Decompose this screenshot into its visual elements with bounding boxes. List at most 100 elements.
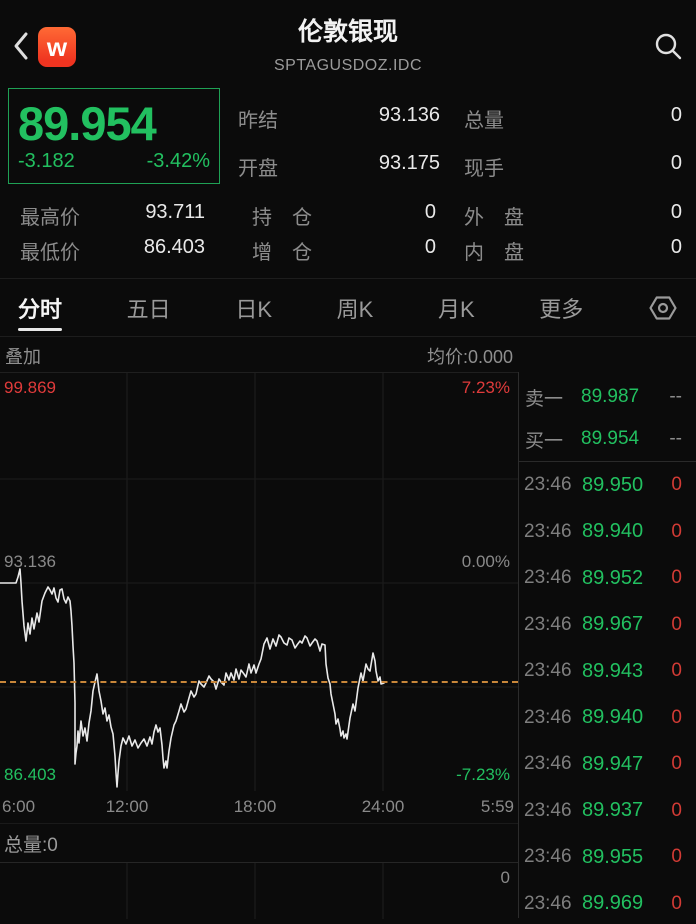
trade-volume: 0 <box>671 613 682 635</box>
trade-tick-row: 23:46 89.940 0 <box>519 695 696 742</box>
open-value: 93.175 <box>378 152 440 174</box>
trade-volume: 0 <box>671 753 682 775</box>
bid-label: 买一 <box>525 430 564 452</box>
oi-change-value: 0 <box>424 236 436 258</box>
trade-time: 23:46 <box>524 706 572 728</box>
yaxis-top-pct: 7.23% <box>461 378 510 397</box>
tab-intraday[interactable]: 分时 <box>18 279 62 336</box>
trade-price: 89.940 <box>582 520 644 543</box>
price-change: -3.182 <box>18 150 75 173</box>
prev-settle-label: 昨结 <box>238 110 278 132</box>
low-label: 最低价 <box>20 242 80 264</box>
wind-app-logo[interactable]: w <box>38 27 76 67</box>
total-volume-value: 0 <box>670 104 682 126</box>
chart-gridlines <box>0 373 518 791</box>
bid-row: 买一 89.954 -- <box>519 418 696 460</box>
outer-disc-label: 外 盘 <box>464 207 524 229</box>
trade-volume: 0 <box>671 706 682 728</box>
ask-row: 卖一 89.987 -- <box>519 376 696 418</box>
total-volume-label: 总量 <box>464 110 504 132</box>
trade-tick-row: 23:46 89.952 0 <box>519 555 696 602</box>
ask-volume: -- <box>669 386 682 407</box>
hexagon-settings-icon <box>649 295 677 320</box>
trade-volume: 0 <box>671 799 682 821</box>
trade-tick-row: 23:46 89.955 0 <box>519 834 696 881</box>
trade-tick-row: 23:46 89.950 0 <box>519 462 696 509</box>
trade-price: 89.943 <box>582 659 644 682</box>
tab-5day[interactable]: 五日 <box>126 296 171 322</box>
trade-tick-row: 23:46 89.947 0 <box>519 741 696 788</box>
yaxis-mid-pct: 0.00% <box>461 552 510 571</box>
trade-volume: 0 <box>671 660 682 682</box>
avg-price-label: 均价:0.000 <box>426 347 513 367</box>
open-interest-label: 持 仓 <box>252 207 312 229</box>
search-icon <box>655 33 682 60</box>
last-price: 89.954 <box>18 96 157 150</box>
inner-disc-label: 内 盘 <box>464 242 524 264</box>
yaxis-bottom-value: 86.403 <box>4 765 56 784</box>
volume-gridlines <box>126 863 384 919</box>
xtick-2400: 24:00 <box>361 797 405 816</box>
tab-more[interactable]: 更多 <box>539 296 584 322</box>
volume-subchart[interactable]: 0 <box>0 862 518 919</box>
price-line <box>0 568 385 788</box>
last-price-box: 89.954 -3.182 -3.42% <box>8 88 220 184</box>
prev-settle-value: 93.136 <box>378 104 440 126</box>
trade-price: 89.937 <box>582 799 644 822</box>
trade-price: 89.969 <box>582 892 644 915</box>
yaxis-mid-value: 93.136 <box>4 552 56 571</box>
ask-label: 卖一 <box>525 388 564 410</box>
yaxis-top-value: 99.869 <box>4 378 56 397</box>
outer-disc-value: 0 <box>670 201 682 223</box>
trade-time: 23:46 <box>524 892 572 914</box>
trade-time: 23:46 <box>524 613 572 635</box>
high-value: 93.711 <box>145 201 205 223</box>
trade-volume: 0 <box>671 520 682 542</box>
chart-settings-button[interactable] <box>648 293 678 323</box>
bid-price: 89.954 <box>581 428 640 449</box>
price-change-pct: -3.42% <box>146 150 210 173</box>
current-volume-value: 0 <box>670 152 682 174</box>
intraday-chart-canvas[interactable]: 99.869 7.23% 93.136 0.00% 86.403 -7.23% <box>0 372 518 791</box>
low-value: 86.403 <box>143 236 205 258</box>
overlay-button[interactable]: 叠加 <box>5 347 41 367</box>
trade-price: 89.952 <box>582 566 644 589</box>
back-chevron-icon <box>14 32 28 60</box>
open-label: 开盘 <box>238 158 278 180</box>
tab-daily-k[interactable]: 日K <box>235 296 272 322</box>
high-label: 最高价 <box>20 207 80 229</box>
trade-tick-list[interactable]: 23:46 89.950 0 23:46 89.940 0 23:46 89.952 0 23:4… <box>519 462 696 918</box>
trade-volume: 0 <box>671 892 682 914</box>
trade-time: 23:46 <box>524 846 572 868</box>
order-trade-panel[interactable]: 卖一 89.987 -- 买一 89.954 -- 23:46 89.950 0 23… <box>518 372 696 918</box>
trade-volume: 0 <box>671 474 682 496</box>
trade-time: 23:46 <box>524 660 572 682</box>
ask-price: 89.987 <box>581 386 640 407</box>
trade-time: 23:46 <box>524 799 572 821</box>
tab-monthly-k[interactable]: 月K <box>437 296 475 322</box>
trade-volume: 0 <box>671 567 682 589</box>
page-title: 伦敦银现 <box>297 18 398 46</box>
trade-price: 89.947 <box>582 752 644 775</box>
yaxis-bottom-pct: -7.23% <box>456 765 510 784</box>
trade-time: 23:46 <box>524 474 572 496</box>
search-button[interactable] <box>648 26 688 66</box>
trade-tick-row: 23:46 89.943 0 <box>519 648 696 695</box>
trade-price: 89.967 <box>582 613 644 636</box>
trade-time: 23:46 <box>524 753 572 775</box>
trade-time: 23:46 <box>524 567 572 589</box>
current-volume-label: 现手 <box>464 158 504 180</box>
tab-weekly-k[interactable]: 周K <box>336 296 374 322</box>
oi-change-label: 增 仓 <box>252 242 312 264</box>
open-interest-value: 0 <box>424 201 436 223</box>
back-button[interactable] <box>6 26 36 66</box>
trade-price: 89.950 <box>582 473 644 496</box>
trade-time: 23:46 <box>524 520 572 542</box>
xtick-0600: 6:00 <box>2 797 36 816</box>
trade-price: 89.940 <box>582 706 644 729</box>
current-price-dashed-line <box>0 681 518 683</box>
time-axis: 6:00 12:00 18:00 24:00 5:59 <box>0 790 518 824</box>
trade-price: 89.955 <box>582 845 644 868</box>
trade-tick-row: 23:46 89.940 0 <box>519 509 696 556</box>
volume-axis-zero: 0 <box>500 868 510 887</box>
